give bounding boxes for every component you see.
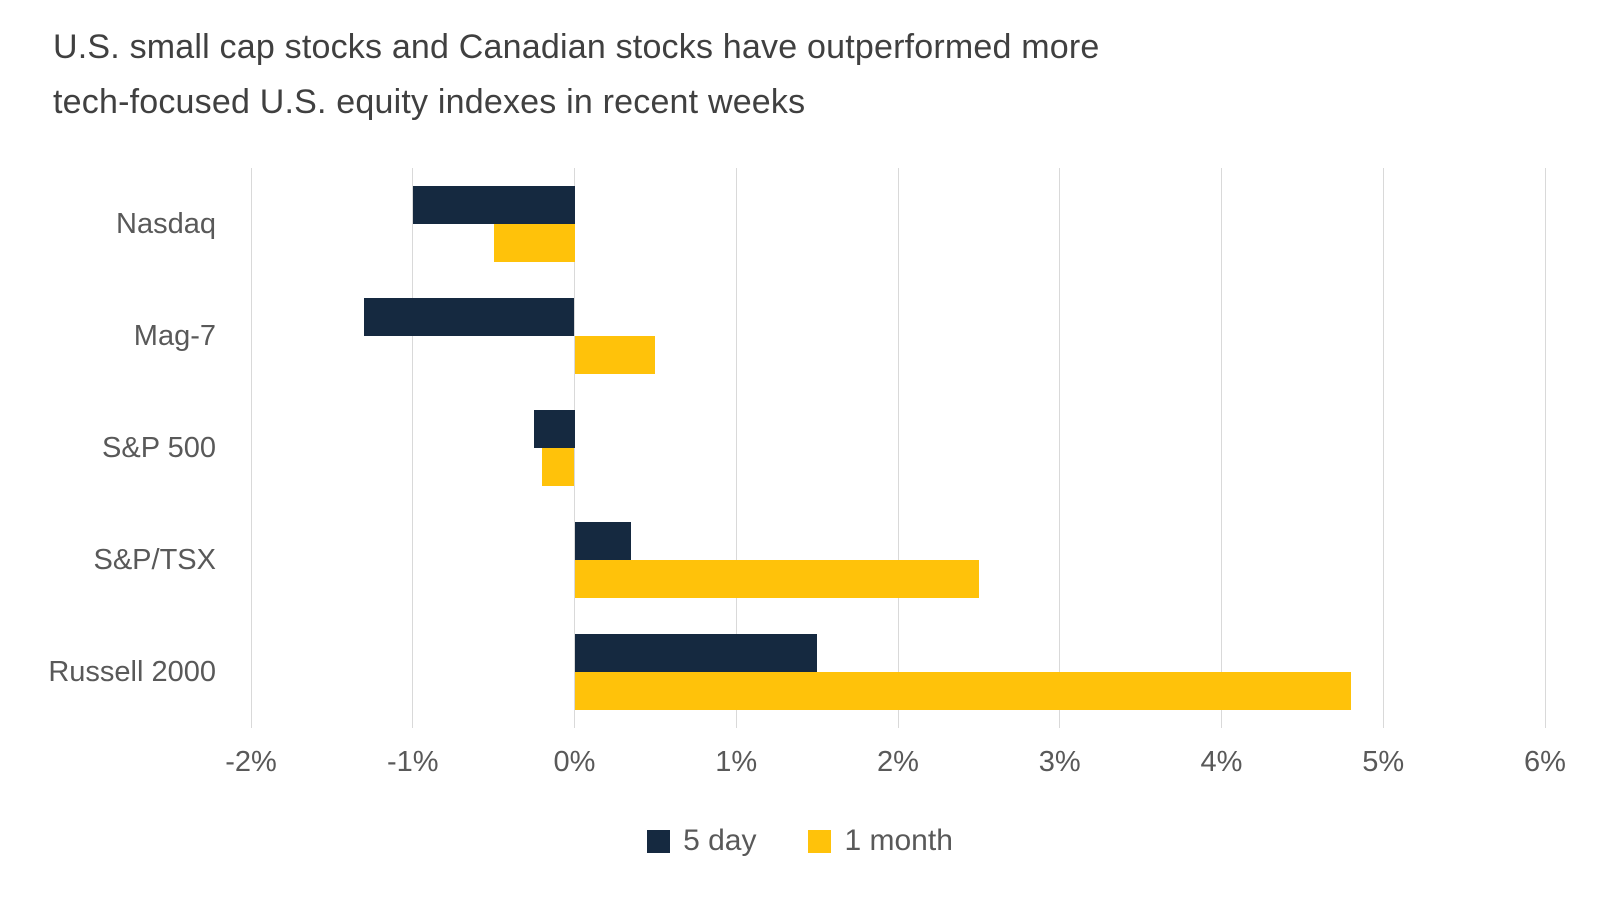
legend: 5 day 1 month (0, 818, 1600, 864)
bar-s-p-tsx-5-day (574, 522, 632, 560)
gridline-0% (574, 168, 575, 728)
legend-swatch-5-day (647, 829, 671, 853)
gridline-6% (1544, 168, 1546, 728)
gridline-1% (735, 168, 737, 728)
chart-title-line-2: tech-focused U.S. equity indexes in rece… (53, 83, 806, 121)
category-label-s-p-500: S&P 500 (102, 432, 216, 464)
legend-label-5-day: 5 day (683, 824, 757, 857)
bar-russell-2000-1-month (574, 672, 1351, 710)
x-tick-4%: 4% (1200, 746, 1243, 778)
bar-s-p-500-5-day (534, 410, 575, 448)
bar-s-p-500-1-month (542, 448, 575, 486)
bar-nasdaq-1-month (493, 224, 575, 262)
legend-label-1-month: 1 month (844, 824, 953, 857)
legend-item-1-month: 1 month (808, 823, 953, 859)
chart-title-line-1: U.S. small cap stocks and Canadian stock… (53, 28, 1100, 66)
category-label-russell-2000: Russell 2000 (48, 656, 216, 688)
gridline--1% (412, 168, 414, 728)
bar-mag-7-5-day (364, 298, 575, 336)
gridline-4% (1221, 168, 1222, 728)
chart-title: U.S. small cap stocks and Canadian stock… (53, 20, 1373, 130)
x-tick--2%: -2% (225, 746, 277, 778)
category-label-nasdaq: Nasdaq (116, 208, 216, 240)
gridline-3% (1059, 168, 1061, 728)
x-tick-1%: 1% (715, 746, 758, 778)
bar-s-p-tsx-1-month (574, 560, 979, 598)
legend-swatch-1-month (808, 829, 832, 853)
x-tick-6%: 6% (1524, 746, 1566, 778)
bar-mag-7-1-month (574, 336, 656, 374)
x-tick--1%: -1% (386, 746, 439, 778)
gridline-5% (1382, 168, 1384, 728)
gridline--2% (250, 168, 252, 728)
x-tick-5%: 5% (1362, 746, 1405, 778)
bar-russell-2000-5-day (574, 634, 818, 672)
bar-nasdaq-5-day (412, 186, 575, 224)
category-label-mag-7: Mag-7 (133, 320, 216, 352)
x-tick-3%: 3% (1038, 746, 1081, 778)
legend-item-5-day: 5 day (647, 823, 756, 859)
gridline-2% (897, 168, 899, 728)
category-label-s-p-tsx: S&P/TSX (93, 544, 217, 576)
x-tick-2%: 2% (877, 746, 919, 778)
x-tick-0%: 0% (553, 746, 596, 778)
